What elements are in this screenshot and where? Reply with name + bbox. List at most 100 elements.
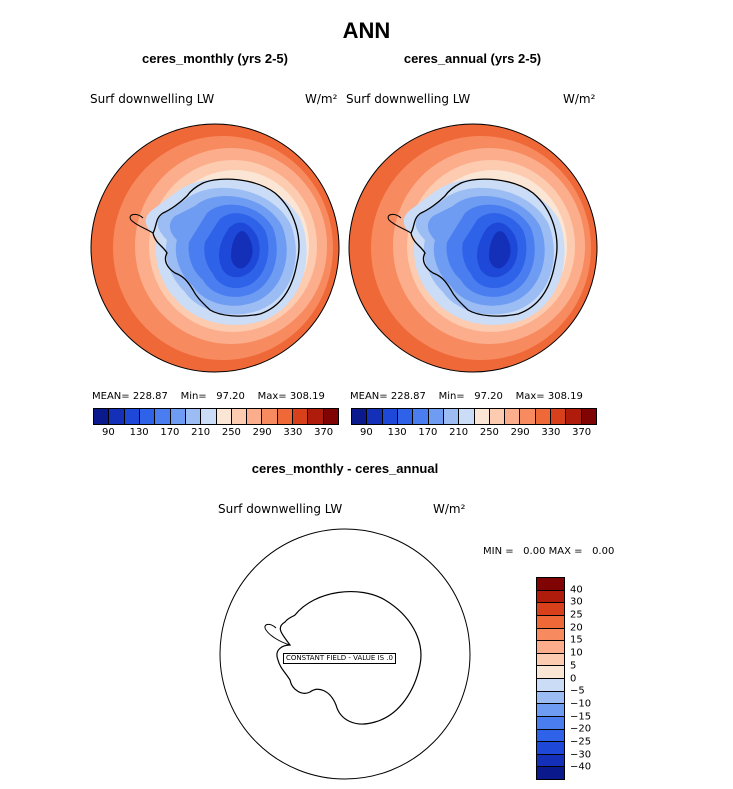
colorbar-swatch bbox=[124, 409, 140, 424]
colorbar-swatch bbox=[459, 409, 475, 424]
colorbar-swatch bbox=[413, 409, 429, 424]
figure-title: ANN bbox=[342, 18, 391, 43]
colorbar-tick-label: 130 bbox=[129, 427, 149, 438]
colorbar-swatch bbox=[537, 691, 564, 705]
panel3-units: W/m² bbox=[433, 502, 466, 516]
colorbar-swatch bbox=[170, 409, 186, 424]
colorbar-swatch bbox=[537, 742, 564, 755]
colorbar-swatch bbox=[537, 615, 564, 629]
colorbar-swatch bbox=[293, 409, 309, 424]
colorbar-swatch bbox=[537, 603, 564, 616]
colorbar-swatch bbox=[185, 409, 202, 424]
colorbar-swatch bbox=[537, 704, 564, 717]
colorbar-swatch bbox=[566, 409, 582, 424]
colorbar-swatch bbox=[201, 409, 217, 424]
colorbar-swatch bbox=[537, 754, 564, 768]
panel2-stats: MEAN= 228.87 Min= 97.20 Max= 308.19 bbox=[350, 391, 583, 402]
colorbar-swatch bbox=[94, 409, 110, 424]
colorbar-swatch bbox=[155, 409, 171, 424]
colorbar-swatch bbox=[247, 409, 263, 424]
constant-field-label: CONSTANT FIELD - VALUE IS .0 bbox=[283, 653, 396, 664]
colorbar-tick-label: 90 bbox=[102, 427, 115, 438]
colorbar-swatch bbox=[308, 409, 324, 424]
colorbar-swatch bbox=[216, 409, 232, 424]
panel3-subtitle: ceres_monthly - ceres_annual bbox=[251, 461, 439, 476]
panel1-variable: Surf downwelling LW bbox=[90, 92, 215, 106]
colorbar-tick-label: 330 bbox=[541, 427, 561, 438]
colorbar-swatch bbox=[537, 653, 564, 667]
colorbar-tick-label: −30 bbox=[570, 749, 592, 761]
colorbar-tick-label: 210 bbox=[191, 427, 211, 438]
colorbar-tick-label: 370 bbox=[572, 427, 592, 438]
colorbar-tick-label: −25 bbox=[570, 736, 592, 748]
colorbar-swatch bbox=[352, 409, 368, 424]
colorbar-swatch bbox=[537, 628, 564, 642]
colorbar-tick-label: −10 bbox=[570, 698, 592, 710]
colorbar-swatch bbox=[537, 590, 564, 604]
colorbar-swatch bbox=[535, 409, 552, 424]
colorbar-swatch bbox=[537, 716, 564, 730]
panel1-units: W/m² bbox=[305, 92, 338, 106]
colorbar-tick-label: 210 bbox=[449, 427, 469, 438]
colorbar-tick-label: 25 bbox=[570, 609, 583, 621]
panel3-variable: Surf downwelling LW bbox=[218, 502, 343, 516]
colorbar-tick-label: 10 bbox=[570, 647, 583, 659]
panel1-map-border bbox=[90, 123, 340, 373]
colorbar-tick-label: −5 bbox=[570, 685, 585, 697]
colorbar-tick-label: 170 bbox=[160, 427, 180, 438]
colorbar-swatch bbox=[581, 409, 596, 424]
colorbar-tick-label: 90 bbox=[360, 427, 373, 438]
colorbar-swatch bbox=[277, 409, 294, 424]
panel3-colorbar-ticks: 40 30 25 20 15 10 5 0 −5 −10 −15 −20 −25 −30 −40 bbox=[570, 577, 610, 780]
colorbar-tick-label: 250 bbox=[479, 427, 499, 438]
colorbar-swatch bbox=[520, 409, 536, 424]
colorbar-tick-label: 20 bbox=[570, 622, 583, 634]
colorbar-swatch bbox=[109, 409, 125, 424]
colorbar-swatch bbox=[323, 409, 338, 424]
colorbar-tick-label: 30 bbox=[570, 596, 583, 608]
colorbar-swatch bbox=[262, 409, 278, 424]
colorbar-tick-label: 40 bbox=[570, 584, 583, 596]
panel3-stats: MIN = 0.00 MAX = 0.00 bbox=[483, 546, 615, 557]
colorbar-tick-label: 15 bbox=[570, 634, 583, 646]
panel1-subtitle: ceres_monthly (yrs 2-5) bbox=[142, 51, 288, 66]
panel3-coastline bbox=[276, 590, 422, 725]
colorbar-tick-label: −15 bbox=[570, 711, 592, 723]
colorbar-swatch bbox=[443, 409, 460, 424]
colorbar-tick-label: 330 bbox=[283, 427, 303, 438]
colorbar-swatch bbox=[397, 409, 414, 424]
colorbar-swatch bbox=[537, 729, 564, 743]
colorbar-swatch bbox=[474, 409, 490, 424]
panel2-units: W/m² bbox=[563, 92, 596, 106]
panel3-colorbar bbox=[536, 577, 565, 780]
colorbar-swatch bbox=[537, 641, 564, 654]
panel2-map-border bbox=[348, 123, 598, 373]
panel2-variable: Surf downwelling LW bbox=[346, 92, 471, 106]
colorbar-swatch bbox=[537, 767, 564, 779]
colorbar-tick-label: −20 bbox=[570, 723, 592, 735]
colorbar-tick-label: 5 bbox=[570, 660, 577, 672]
colorbar-swatch bbox=[428, 409, 444, 424]
colorbar-swatch bbox=[139, 409, 156, 424]
panel1-colorbar bbox=[93, 408, 339, 425]
panel2-subtitle: ceres_annual (yrs 2-5) bbox=[403, 51, 542, 66]
colorbar-swatch bbox=[537, 578, 564, 591]
colorbar-tick-label: 290 bbox=[252, 427, 272, 438]
colorbar-tick-label: 170 bbox=[418, 427, 438, 438]
panel1-stats: MEAN= 228.87 Min= 97.20 Max= 308.19 bbox=[92, 391, 325, 402]
colorbar-tick-label: 0 bbox=[570, 673, 577, 684]
colorbar-swatch bbox=[505, 409, 521, 424]
colorbar-swatch bbox=[367, 409, 383, 424]
colorbar-swatch bbox=[537, 679, 564, 692]
colorbar-swatch bbox=[382, 409, 398, 424]
colorbar-swatch bbox=[231, 409, 248, 424]
colorbar-swatch bbox=[489, 409, 506, 424]
colorbar-tick-label: −40 bbox=[570, 761, 592, 773]
panel2-colorbar bbox=[351, 408, 597, 425]
colorbar-tick-label: 130 bbox=[387, 427, 407, 438]
colorbar-tick-label: 290 bbox=[510, 427, 530, 438]
colorbar-swatch bbox=[537, 666, 564, 679]
colorbar-swatch bbox=[551, 409, 567, 424]
colorbar-tick-label: 250 bbox=[221, 427, 241, 438]
colorbar-tick-label: 370 bbox=[314, 427, 334, 438]
